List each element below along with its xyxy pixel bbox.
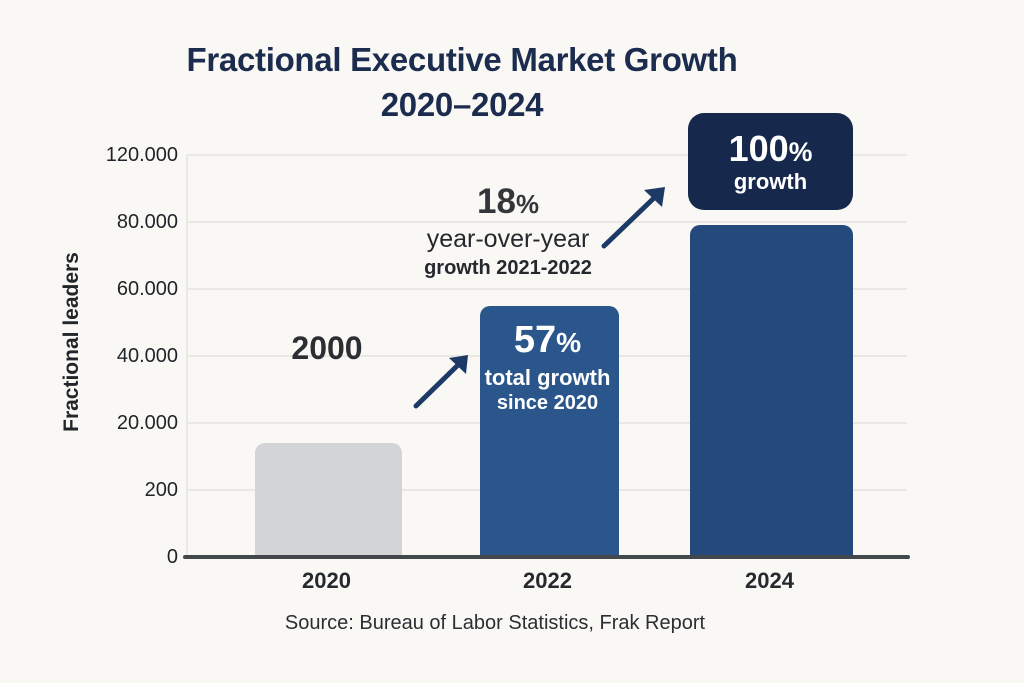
y-tick-label: 120.000	[105, 144, 178, 166]
yoy-label-line1: year-over-year	[426, 225, 590, 254]
growth-arrow-right-icon	[601, 187, 665, 249]
growth-arrow-left-icon	[413, 355, 468, 409]
bar-2024	[690, 225, 853, 557]
x-tick-label-2024: 2024	[745, 568, 794, 593]
bar-2020	[255, 443, 402, 557]
y-tick-label: 200	[144, 479, 178, 501]
box-label-line1: growth	[733, 169, 808, 195]
total-percentage: 57%	[513, 319, 582, 361]
plot-area	[186, 154, 907, 557]
y-tick-label: 20.000	[116, 412, 178, 434]
y-tick-label: 60.000	[116, 278, 178, 300]
total-label-line2: since 2020	[496, 392, 599, 415]
gridline	[188, 221, 907, 223]
y-tick-label: 0	[166, 546, 178, 568]
total-label-line1: total growth	[484, 364, 611, 390]
x-tick-label-2022: 2022	[523, 568, 572, 593]
yoy-label-line2: growth 2021-2022	[424, 257, 592, 280]
yoy-percentage: 18%	[477, 182, 539, 221]
x-tick-label-2020: 2020	[302, 568, 351, 593]
y-tick-label: 80.000	[116, 211, 178, 233]
bar-2022	[480, 305, 619, 557]
box-percentage: 100%	[728, 127, 813, 169]
annotation-yoy-growth: 18% year-over-year growth 2021-2022	[400, 182, 616, 280]
chart-title-line2: 2020–2024	[380, 85, 544, 123]
gridline	[188, 154, 907, 156]
gridline	[188, 288, 907, 290]
x-axis-baseline	[183, 555, 910, 559]
percent-sign: %	[788, 136, 813, 167]
chart-title-line1: Fractional Executive Market Growth	[186, 41, 738, 78]
annotation-2020-start-value: 2000	[291, 330, 363, 366]
percent-sign: %	[556, 327, 582, 358]
percent-sign: %	[515, 191, 539, 219]
chart-title: Fractional Executive Market Growth 2020–…	[0, 38, 924, 128]
annotation-total-growth: 57% total growth since 2020	[478, 319, 617, 415]
y-tick-label: 40.000	[116, 345, 178, 367]
source-citation: Source: Bureau of Labor Statistics, Frak…	[284, 612, 706, 634]
annotation-100-growth-box: 100% growth	[688, 113, 853, 210]
